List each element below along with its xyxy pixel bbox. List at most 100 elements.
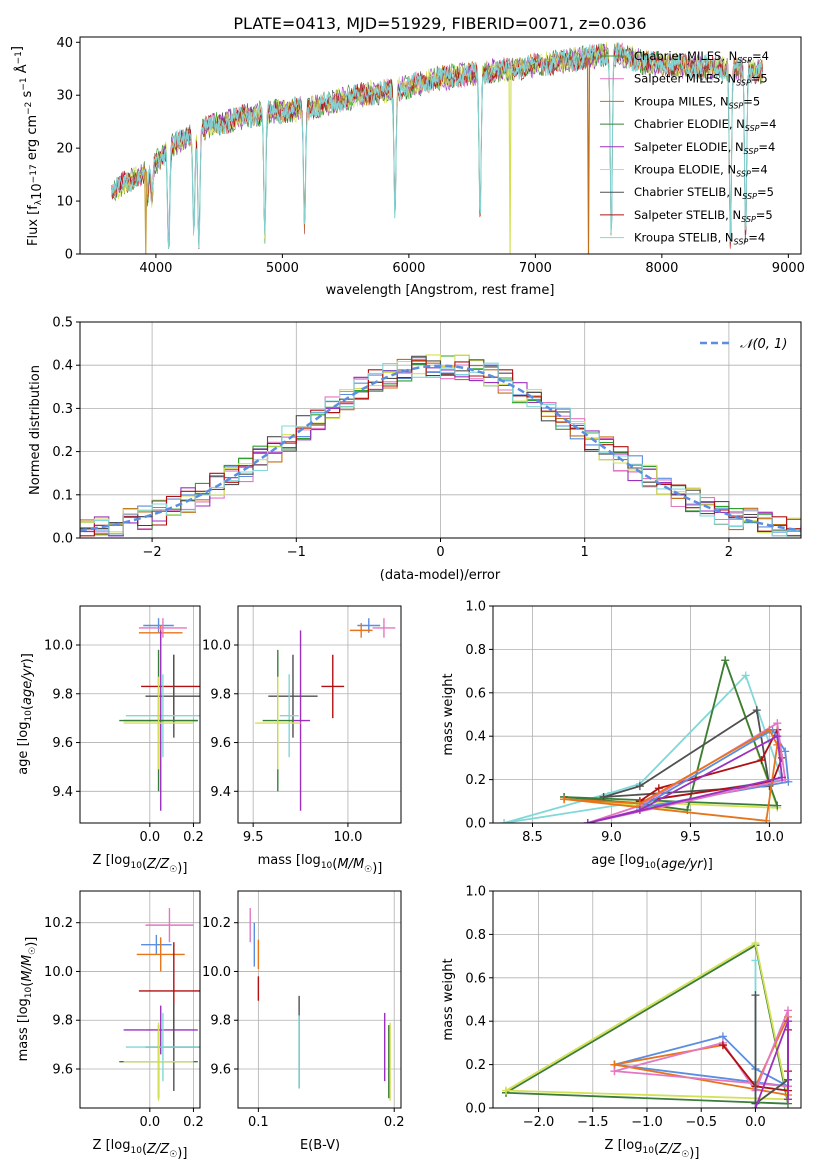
y-tick-label: 9.6 xyxy=(52,736,73,751)
axes-frame xyxy=(79,890,201,1109)
y-tick-label: 0.6 xyxy=(465,971,486,986)
legend-label-part: =4 xyxy=(760,117,777,131)
x-axis-label-part: 10 xyxy=(321,861,333,871)
legend-label: Kroupa MILES, NSSP=5 xyxy=(634,94,760,110)
x-axis-label-part: )] xyxy=(177,1146,187,1161)
legend-label-part: Kroupa MILES, N xyxy=(634,94,729,108)
x-axis-label-part: )] xyxy=(177,861,187,876)
y-tick-label: 9.8 xyxy=(210,687,231,702)
y-tick-label: 10.0 xyxy=(44,639,73,654)
weight-marker xyxy=(781,747,790,756)
y-tick-label: 30 xyxy=(56,89,73,104)
x-tick-label: 0 xyxy=(436,545,444,560)
x-axis-label-part: mass [log xyxy=(258,853,321,868)
weight-marker xyxy=(778,773,787,782)
errorbar-point xyxy=(125,674,200,758)
x-axis-label-part: Z [log xyxy=(93,853,131,868)
legend-label: Salpeter MILES, NSSP=5 xyxy=(634,72,768,88)
plot-area-mass-vs-Z xyxy=(80,891,200,1108)
y-tick-label: 9.6 xyxy=(210,1062,231,1077)
x-axis-label: Z [log10(Z/Z☉)] xyxy=(93,1138,188,1161)
errorbar-point xyxy=(138,618,187,638)
legend-label-part: =5 xyxy=(743,94,760,108)
y-axis-label-part: −1 xyxy=(19,77,29,90)
y-axis-label-part: age/yr xyxy=(20,662,35,705)
x-axis-label-part: ☉ xyxy=(681,1150,689,1160)
y-tick-label: 9.6 xyxy=(52,1062,73,1077)
y-axis-label-part: Flux [f xyxy=(26,205,41,246)
y-tick-label: 10 xyxy=(56,195,73,210)
y-tick-label: 0.5 xyxy=(52,316,73,331)
y-tick-label: 0 xyxy=(65,248,73,263)
x-tick-label: 1 xyxy=(581,545,589,560)
x-tick-label: 8.5 xyxy=(522,830,543,845)
x-axis-label: (data-model)/error xyxy=(380,568,501,583)
weight-marker xyxy=(773,732,782,741)
weight-marker xyxy=(773,719,782,728)
x-tick-label: −2.0 xyxy=(523,1115,555,1130)
weight-marker xyxy=(783,1006,792,1015)
x-tick-label: 0.1 xyxy=(248,1115,269,1130)
legend: Chabrier MILES, NSSP=4 Salpeter MILES, NS… xyxy=(600,49,776,247)
y-axis-label: Normed distribution xyxy=(28,365,43,495)
legend-label-part: SSP xyxy=(742,192,757,201)
weight-line xyxy=(614,1009,789,1092)
x-tick-label: 4000 xyxy=(139,261,172,276)
errorbar-point xyxy=(123,1005,198,1055)
legend-label-part: Salpeter ELODIE, N xyxy=(634,140,744,154)
y-tick-label: 10.0 xyxy=(44,965,73,980)
x-tick-label: 6000 xyxy=(392,261,425,276)
legend-label-part: SSP xyxy=(744,147,759,156)
panel-age-vs-mass: 9.5 10.0 9.4 9.6 9.8 10.0 mass [log10(M/M☉)] xyxy=(202,605,402,876)
x-axis-label-part: Z/Z xyxy=(146,1142,170,1157)
x-tick-label: 8000 xyxy=(645,261,678,276)
y-axis-label: Flux [fλ10−17 erg cm−2 s−1 Å−1] xyxy=(10,46,45,246)
y-axis-label-part: M/M xyxy=(20,955,35,982)
y-axis-label: mass [log10(M/M☉)] xyxy=(16,937,39,1062)
legend-label: Chabrier ELODIE, NSSP=4 xyxy=(634,117,776,133)
y-tick-label: 0.2 xyxy=(465,1058,486,1073)
x-tick-label: 9.0 xyxy=(601,830,622,845)
panel-age-vs-Z: 0.0 0.29.49.69.810.0Z [log10(Z/Z☉)]age [l… xyxy=(16,605,204,876)
y-axis-label: mass weight xyxy=(441,673,456,755)
legend-label-part: SSP xyxy=(736,170,751,179)
legend-label: Chabrier MILES, NSSP=4 xyxy=(634,49,769,65)
x-axis-label: Z [log10(Z/Z☉)] xyxy=(605,1138,700,1161)
figure-title: PLATE=0413, MJD=51929, FIBERID=0071, z=0… xyxy=(233,14,646,33)
errorbar-point xyxy=(291,630,311,811)
x-axis-label-part: 10 xyxy=(130,861,142,871)
weight-marker xyxy=(741,671,750,680)
x-axis-label-part: M/M xyxy=(337,857,364,872)
weight-line xyxy=(564,728,779,822)
x-axis-label-part: Z/Z xyxy=(658,1142,682,1157)
legend-label-part: SSP xyxy=(729,101,744,110)
y-axis-label-part: λ xyxy=(34,199,44,205)
legend-label-part: SSP xyxy=(737,56,752,65)
panel-spectrum: 4000 5000 6000 7000 8000 9000 0 10 20 30 40 wavelen… xyxy=(10,36,805,298)
errorbar-point xyxy=(143,618,174,633)
y-axis-label-part: ( xyxy=(20,705,35,710)
axes-frame xyxy=(237,605,402,824)
legend-label: Chabrier STELIB, NSSP=5 xyxy=(634,185,774,201)
weight-marker xyxy=(765,725,774,734)
x-tick-label: 9000 xyxy=(772,261,805,276)
y-axis-label-part: )] xyxy=(24,937,39,947)
y-axis-label-part: mass [log xyxy=(16,998,31,1061)
y-axis-label-part: ☉ xyxy=(28,947,38,955)
x-axis-label: Z [log10(Z/Z☉)] xyxy=(93,853,188,876)
legend-label-part: =4 xyxy=(752,49,769,63)
weight-marker xyxy=(718,1041,727,1050)
errorbar-point xyxy=(136,937,185,972)
weight-marker xyxy=(654,784,663,793)
y-tick-label: 9.8 xyxy=(52,687,73,702)
x-axis-label-part: age [log xyxy=(591,853,644,868)
spectrum-line xyxy=(111,42,764,249)
x-tick-label: 7000 xyxy=(519,261,552,276)
legend-label-part: SSP xyxy=(745,124,760,133)
histogram-step xyxy=(80,362,801,537)
y-axis-label-part: age [log xyxy=(16,722,31,775)
x-axis-label-part: Z [log xyxy=(93,1138,131,1153)
y-axis-label-part: 10 xyxy=(30,183,45,200)
x-axis-label-part: )] xyxy=(689,1146,699,1161)
weight-marker xyxy=(721,656,730,665)
